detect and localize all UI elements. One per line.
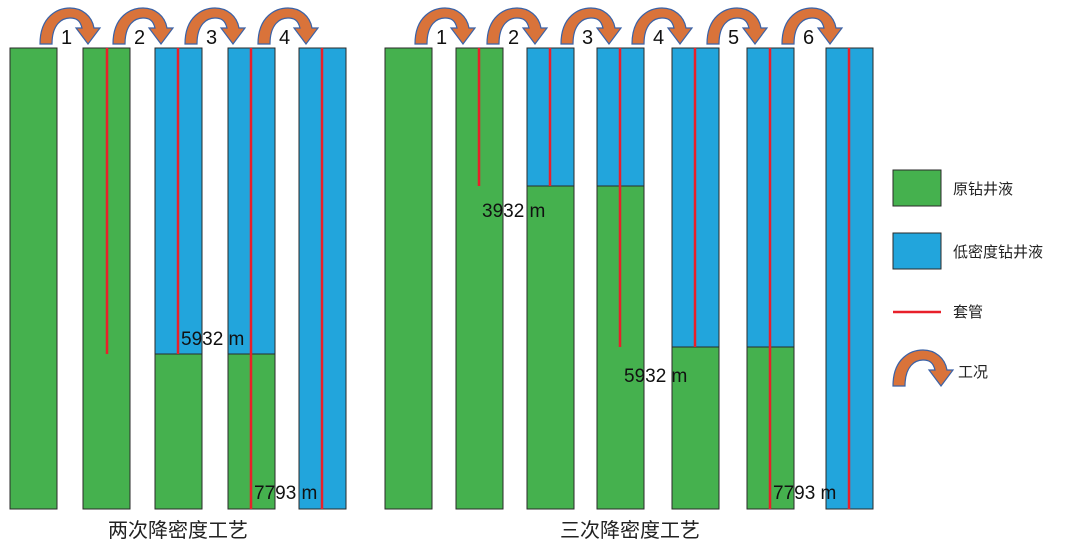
step-number: 6 <box>803 27 814 49</box>
caption-three-stage: 三次降密度工艺 <box>560 518 700 542</box>
step-number: 4 <box>279 27 290 49</box>
step-number: 5 <box>728 27 739 49</box>
three-stage-group: 3932 m 5932 m 7793 m 1 2 3 4 5 6 三次降密度工艺 <box>384 7 874 542</box>
legend-label-low-density-fluid: 低密度钻井液 <box>953 243 1043 261</box>
depth-label-3s-7793: 7793 m <box>773 483 836 504</box>
depth-label-3s-5932: 5932 m <box>624 366 687 387</box>
caption-two-stage: 两次降密度工艺 <box>108 518 248 542</box>
legend-label-original-fluid: 原钻井液 <box>953 180 1013 198</box>
depth-label-2s-7793: 7793 m <box>254 483 317 504</box>
step-number: 3 <box>582 27 593 49</box>
legend: 原钻井液 低密度钻井液 套管 工况 <box>892 169 1043 387</box>
legend-condition-arrow-icon <box>892 349 954 387</box>
step-number: 2 <box>134 27 145 49</box>
step-number: 4 <box>653 27 664 49</box>
step-number: 2 <box>508 27 519 49</box>
step-number: 3 <box>206 27 217 49</box>
column-3s-0 <box>384 47 433 510</box>
column-3s-4-green <box>671 346 720 510</box>
depth-label-3s-3932: 3932 m <box>482 201 545 222</box>
legend-label-condition: 工况 <box>958 363 988 381</box>
depth-label-2s-5932: 5932 m <box>181 329 244 350</box>
legend-label-casing: 套管 <box>953 303 983 321</box>
two-stage-group: 5932 m 7793 m 1 2 3 4 两次降密度工艺 <box>9 7 347 542</box>
legend-swatch-original-fluid <box>892 169 942 207</box>
step-number: 1 <box>61 27 72 49</box>
legend-swatch-low-density-fluid <box>892 232 942 270</box>
column-2s-2-green <box>154 353 203 510</box>
column-2s-0 <box>9 47 58 510</box>
step-number: 1 <box>436 27 447 49</box>
column-3s-2-green <box>526 185 575 510</box>
